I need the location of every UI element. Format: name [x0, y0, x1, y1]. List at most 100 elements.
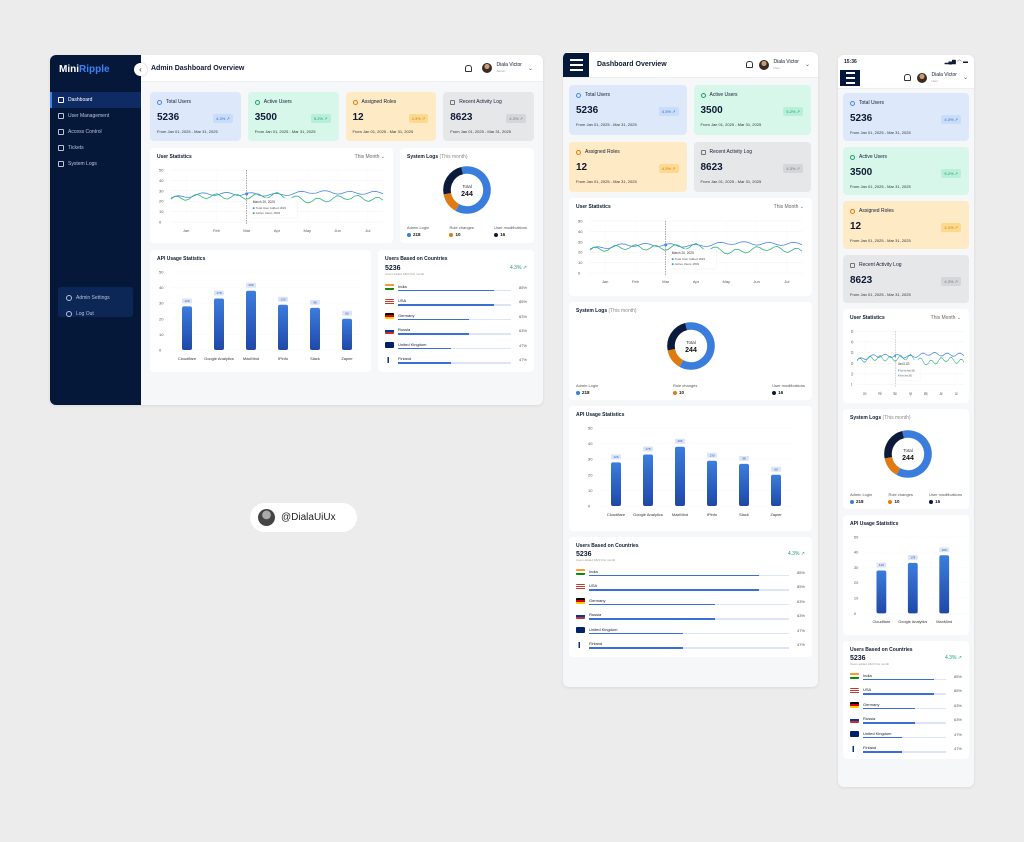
sidebar-item-access-control[interactable]: Access Control — [50, 124, 141, 140]
collapse-sidebar-button[interactable]: ‹ — [134, 63, 147, 76]
stat-card-assigned-roles[interactable]: Assigned Roles 12 4.3% ↗ From Jan 01, 2025 … — [345, 92, 437, 141]
svg-text:40: 40 — [854, 550, 859, 555]
bar[interactable] — [675, 446, 685, 506]
chevron-down-icon[interactable]: ⌄ — [804, 62, 810, 68]
country-row: India 85% — [850, 669, 962, 684]
country-row: United Kingdom 47% — [385, 338, 527, 353]
chart-tooltip: March 20, 2025 Total User Added 1823Activ… — [896, 359, 922, 381]
bar[interactable] — [611, 462, 621, 506]
svg-text:244: 244 — [685, 347, 697, 354]
svg-text:10: 10 — [588, 488, 593, 493]
bell-icon[interactable] — [465, 64, 473, 72]
country-row: USA 85% — [576, 580, 805, 595]
stat-card-total-users[interactable]: Total Users 5236 4.3% ↗ From Jan 01, 2025 -… — [843, 93, 969, 141]
sidebar-item-system-logs[interactable]: System Logs — [50, 156, 141, 172]
user-statistics-chart[interactable]: 0 10 20 30 40 50 Jan Feb Mar Apr May Jun Jul March 20… — [576, 210, 806, 290]
card-icon — [700, 92, 706, 98]
flag-icon — [576, 627, 585, 634]
avatar[interactable] — [917, 72, 928, 83]
author-badge: @DialaUiUx — [250, 503, 357, 532]
bell-icon[interactable] — [746, 61, 754, 68]
avatar[interactable] — [759, 59, 770, 70]
svg-text:Google Analytics: Google Analytics — [898, 619, 927, 624]
grid-icon — [58, 97, 64, 103]
user-name[interactable]: Diala Victor User — [773, 58, 799, 70]
stat-card-assigned-roles[interactable]: Assigned Roles 12 4.3% ↗ From Jan 01, 2025 … — [843, 201, 969, 249]
svg-text:178: 178 — [910, 555, 915, 559]
sidebar-item-admin-settings[interactable]: Admin Settings — [58, 290, 133, 306]
card-icon — [850, 100, 855, 106]
user-name[interactable]: Diala Victor Admin — [496, 62, 522, 73]
menu-button[interactable] — [563, 52, 589, 77]
svg-text:10: 10 — [159, 209, 164, 214]
date-range: From Jan 01, 2025 - Mar 31, 2025 — [450, 129, 511, 134]
legend-item: User modifications 16 — [494, 225, 527, 237]
period-select[interactable]: This Month ⌄ — [930, 315, 961, 321]
bar[interactable] — [182, 306, 192, 350]
sidebar-item-dashboard[interactable]: Dashboard — [50, 92, 141, 108]
user-statistics-chart[interactable]: 0 10 20 30 40 50 Jan Feb Mar Apr May Jun Jul March 20… — [157, 160, 387, 238]
country-row: Finland 47% — [385, 353, 527, 368]
date-range: From Jan 01, 2025 - Mar 31, 2025 — [576, 122, 637, 127]
countries-panel: Users Based on Countries 5236 4.3% ↗ User… — [843, 641, 969, 759]
country-row: Germany 63% — [385, 309, 527, 324]
bar[interactable] — [214, 298, 224, 350]
menu-button[interactable] — [840, 69, 860, 86]
bar[interactable] — [907, 562, 918, 614]
sidebar-item-label: System Logs — [68, 161, 97, 167]
sidebar-bottom: Admin Settings Log Out — [58, 287, 133, 317]
stat-card-total-users[interactable]: Total Users 5236 4.3% ↗ From Jan 01, 2025 -… — [569, 85, 687, 135]
card-label: Total Users — [166, 99, 192, 105]
chevron-down-icon[interactable]: ⌄ — [962, 75, 968, 81]
date-range: From Jan 01, 2025 - Mar 31, 2025 — [700, 122, 762, 127]
bar[interactable] — [310, 307, 320, 350]
card-icon — [576, 92, 581, 98]
period-select[interactable]: This Month ⌄ — [773, 204, 804, 210]
svg-text:Mar: Mar — [243, 228, 251, 233]
period-select[interactable]: This Month ⌄ — [354, 154, 385, 160]
flag-icon — [850, 687, 859, 694]
svg-text:Feb: Feb — [878, 391, 882, 396]
svg-text:Total User Added 1823: Total User Added 1823 — [675, 257, 706, 261]
svg-text:Google Analytics: Google Analytics — [633, 512, 663, 517]
stat-card-active-users[interactable]: Active Users 3500 5.2% ↗ From Jan 01, 2025 … — [247, 92, 339, 141]
bar[interactable] — [939, 555, 950, 614]
svg-text:Zapier: Zapier — [341, 356, 353, 361]
sidebar-item-user-management[interactable]: User Management — [50, 108, 141, 124]
country-row: United Kingdom 47% — [850, 727, 962, 742]
stat-card-total-users[interactable]: Total Users 5236 4.3% ↗ From Jan 01, 2025 -… — [150, 92, 241, 141]
svg-text:10: 10 — [854, 596, 859, 601]
svg-text:129: 129 — [184, 299, 189, 303]
svg-text:0: 0 — [851, 382, 852, 387]
chevron-down-icon[interactable]: ⌄ — [527, 65, 533, 72]
bar[interactable] — [278, 304, 288, 350]
bar[interactable] — [707, 460, 717, 506]
stat-card-recent-activity-log[interactable]: Recent Activity Log 8623 4.3% ↗ From Jan 01… — [443, 92, 534, 141]
card-label: Active Users — [709, 92, 738, 98]
user-name[interactable]: Diala Victor User — [931, 71, 957, 83]
bar[interactable] — [771, 474, 781, 506]
bar[interactable] — [739, 463, 749, 506]
sidebar-item-tickets[interactable]: Tickets — [50, 140, 141, 156]
card-value: 8623 — [850, 275, 873, 286]
card-value: 5236 — [157, 112, 180, 123]
svg-text:10: 10 — [851, 372, 853, 377]
stat-card-active-users[interactable]: Active Users 3500 5.2% ↗ From Jan 01, 2025 … — [843, 147, 969, 195]
stat-card-active-users[interactable]: Active Users 3500 5.2% ↗ From Jan 01, 2025 … — [693, 85, 811, 135]
sidebar-item-log-out[interactable]: Log Out — [58, 306, 133, 322]
bell-icon[interactable] — [904, 74, 912, 81]
user-statistics-chart[interactable]: 0 10 20 30 40 50 Jan Feb Mar Apr May Jun Jul March 20… — [850, 321, 966, 401]
country-row: Russia 63% — [576, 609, 805, 624]
bar[interactable] — [643, 454, 653, 506]
avatar[interactable] — [482, 63, 493, 73]
stat-card-recent-activity-log[interactable]: Recent Activity Log 8623 4.3% ↗ From Jan 01… — [843, 255, 969, 303]
bar[interactable] — [876, 570, 887, 614]
stat-card-recent-activity-log[interactable]: Recent Activity Log 8623 4.3% ↗ From Jan 01… — [693, 142, 811, 192]
country-row: Russia 63% — [850, 713, 962, 728]
svg-text:Active Users 1803: Active Users 1803 — [256, 211, 281, 215]
bar[interactable] — [342, 318, 352, 350]
svg-text:Zapier: Zapier — [770, 512, 782, 517]
stat-card-assigned-roles[interactable]: Assigned Roles 12 4.3% ↗ From Jan 01, 2025 … — [569, 142, 687, 192]
bar[interactable] — [246, 290, 256, 350]
card-label: Active Users — [263, 99, 292, 105]
